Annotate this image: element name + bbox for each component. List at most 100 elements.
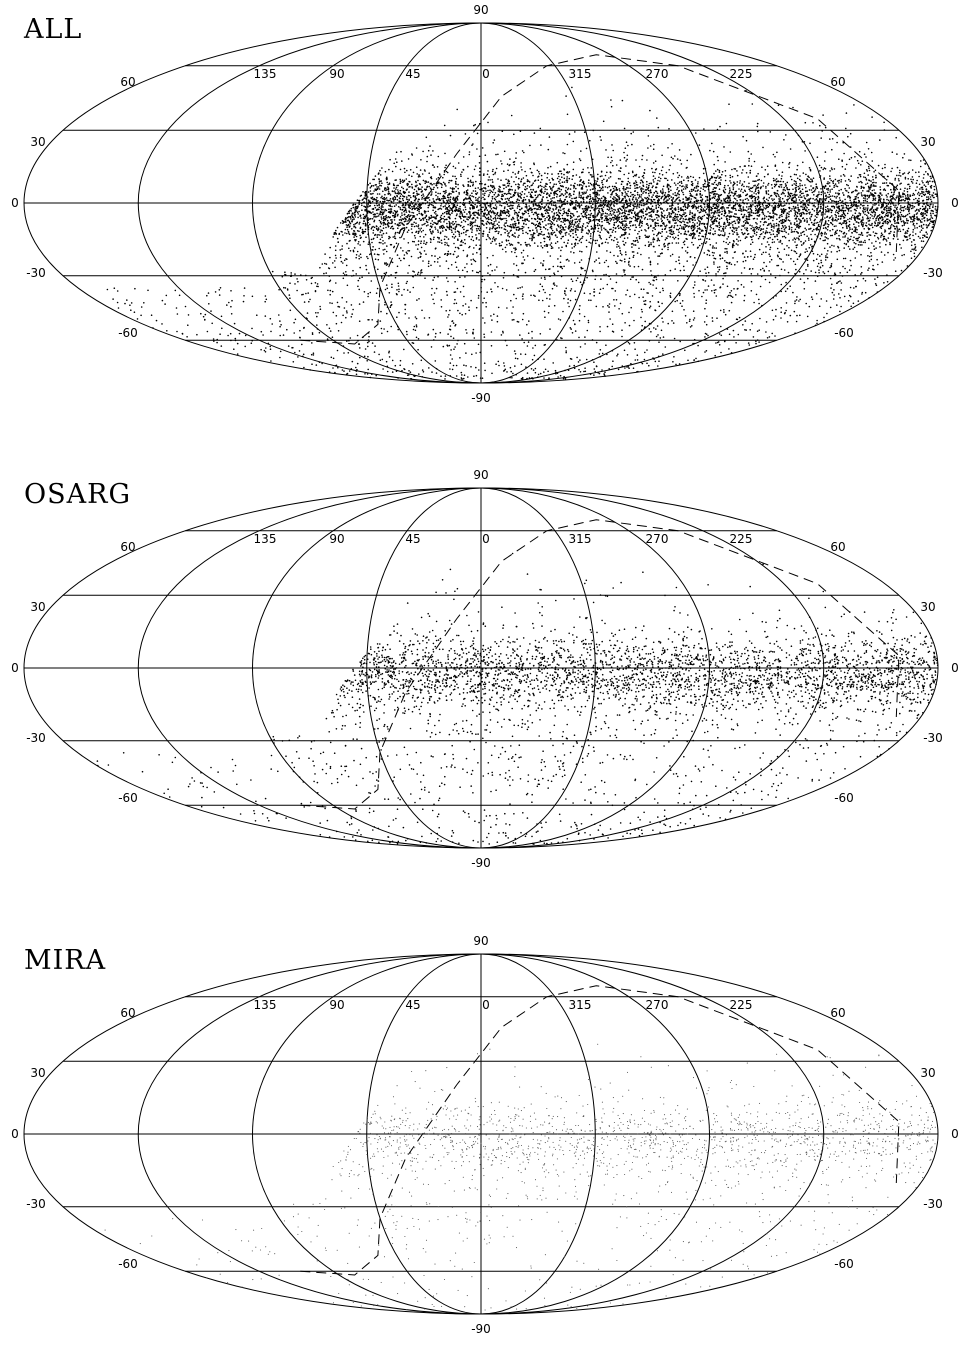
data-point bbox=[576, 174, 578, 176]
data-point bbox=[547, 244, 549, 246]
data-point bbox=[923, 200, 925, 202]
data-point bbox=[574, 183, 576, 185]
data-point bbox=[674, 218, 676, 220]
data-point bbox=[560, 319, 562, 321]
data-point bbox=[446, 211, 448, 213]
data-point bbox=[782, 261, 784, 263]
data-point bbox=[542, 263, 544, 265]
data-point bbox=[340, 254, 342, 256]
data-point bbox=[804, 150, 806, 152]
data-point bbox=[450, 193, 452, 195]
data-point bbox=[677, 187, 679, 189]
data-point bbox=[363, 197, 365, 199]
data-point bbox=[854, 156, 856, 158]
data-point bbox=[646, 181, 648, 183]
data-point bbox=[297, 281, 299, 283]
data-point bbox=[827, 189, 829, 191]
data-point bbox=[488, 179, 490, 181]
data-point bbox=[674, 155, 676, 157]
data-point bbox=[756, 218, 758, 220]
data-point bbox=[765, 230, 767, 232]
data-point bbox=[641, 225, 643, 227]
data-point bbox=[376, 225, 378, 227]
data-point bbox=[175, 290, 177, 292]
data-point bbox=[770, 273, 772, 275]
data-point bbox=[643, 177, 645, 179]
data-point bbox=[545, 228, 547, 230]
data-point bbox=[476, 375, 478, 377]
data-point bbox=[719, 333, 721, 335]
data-point bbox=[908, 228, 910, 230]
data-point bbox=[509, 183, 511, 185]
data-point bbox=[611, 157, 613, 159]
data-point bbox=[319, 361, 321, 363]
data-point bbox=[708, 285, 710, 287]
data-point bbox=[658, 341, 660, 343]
data-point bbox=[711, 279, 713, 281]
data-point bbox=[721, 335, 723, 337]
data-point bbox=[809, 143, 811, 145]
data-point bbox=[518, 204, 520, 206]
data-point bbox=[515, 249, 517, 251]
data-point bbox=[845, 204, 847, 206]
data-point bbox=[890, 171, 892, 173]
data-point bbox=[707, 254, 709, 256]
data-point bbox=[844, 243, 846, 245]
data-point bbox=[565, 196, 567, 198]
data-point bbox=[494, 188, 496, 190]
data-point bbox=[748, 342, 750, 344]
data-point bbox=[610, 176, 612, 178]
data-point bbox=[479, 162, 481, 164]
data-point bbox=[530, 168, 532, 170]
data-point bbox=[367, 227, 369, 229]
data-point bbox=[518, 226, 520, 228]
data-point bbox=[820, 260, 822, 262]
data-point bbox=[740, 205, 742, 207]
data-point bbox=[736, 184, 738, 186]
data-point bbox=[230, 333, 232, 335]
data-point bbox=[301, 344, 303, 346]
data-point bbox=[779, 184, 781, 186]
data-point bbox=[353, 236, 355, 238]
data-point bbox=[566, 176, 568, 178]
data-point bbox=[372, 208, 374, 210]
data-point bbox=[230, 290, 232, 292]
data-point bbox=[519, 206, 521, 208]
data-point bbox=[841, 205, 843, 207]
data-point bbox=[704, 321, 706, 323]
data-point bbox=[808, 237, 810, 239]
data-point bbox=[357, 199, 359, 201]
data-point bbox=[797, 207, 799, 209]
data-point bbox=[455, 247, 457, 249]
data-point bbox=[319, 332, 321, 334]
data-point bbox=[844, 199, 846, 201]
data-point bbox=[471, 231, 473, 233]
data-point bbox=[401, 214, 403, 216]
data-point bbox=[820, 266, 822, 268]
data-point bbox=[444, 378, 446, 380]
data-point bbox=[720, 352, 722, 354]
data-point bbox=[809, 306, 811, 308]
data-point bbox=[677, 220, 679, 222]
data-point bbox=[418, 240, 420, 242]
data-point bbox=[747, 193, 749, 195]
data-point bbox=[788, 247, 790, 249]
data-point bbox=[873, 245, 875, 247]
data-point bbox=[416, 326, 418, 328]
data-point bbox=[785, 310, 787, 312]
data-point bbox=[758, 299, 760, 301]
data-point bbox=[347, 229, 349, 231]
data-point bbox=[744, 295, 746, 297]
data-point bbox=[580, 281, 582, 283]
data-point bbox=[788, 203, 790, 205]
data-point bbox=[652, 205, 654, 207]
data-point bbox=[729, 175, 731, 177]
data-point bbox=[597, 225, 599, 227]
data-point bbox=[652, 172, 654, 174]
data-point bbox=[734, 264, 736, 266]
data-point bbox=[624, 157, 626, 159]
data-point bbox=[463, 250, 465, 252]
data-point bbox=[454, 299, 456, 301]
